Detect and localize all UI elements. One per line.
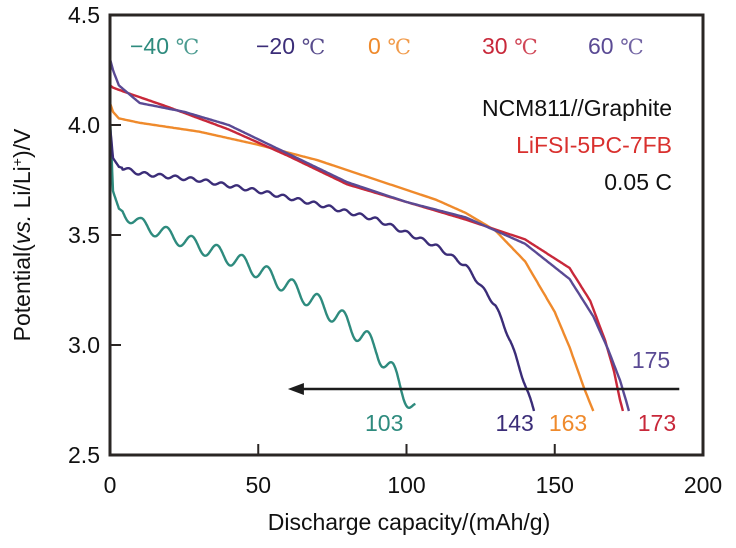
x-axis-label: Discharge capacity/(mAh/g) — [268, 509, 551, 535]
y-axis-label: Potential(vs. Li/Li+)/V — [9, 128, 35, 341]
y-tick-label: 3.5 — [68, 222, 100, 248]
end-label-4: 175 — [632, 347, 670, 373]
annotation-rate: 0.05 C — [604, 169, 672, 195]
legend-entry-4: 60 ℃ — [588, 33, 644, 59]
x-tick-label: 50 — [245, 472, 271, 498]
arrow-head — [287, 383, 304, 395]
y-tick-label: 4.5 — [68, 2, 100, 28]
end-labels: 103 143 163 173 175 — [365, 347, 676, 436]
series-line-3 — [109, 84, 625, 412]
series-line-1 — [108, 124, 536, 412]
ticks-layer: 0 50 100 150 200 2.5 3.0 3.5 4.0 4.5 — [68, 2, 722, 498]
y-tick-label: 2.5 — [68, 442, 100, 468]
x-tick-label: 100 — [387, 472, 425, 498]
x-tick-label: 200 — [684, 472, 722, 498]
legend-entry-1: −20 ℃ — [256, 33, 325, 59]
arrow-annotation — [287, 383, 680, 395]
series-line-2 — [108, 102, 595, 412]
annotation-electrolyte: LiFSI-5PC-7FB — [516, 132, 672, 158]
series-line-4 — [108, 58, 631, 412]
legend-entry-2: 0 ℃ — [368, 33, 411, 59]
end-label-3: 173 — [638, 410, 676, 436]
y-tick-label: 3.0 — [68, 332, 100, 358]
x-tick-label: 0 — [104, 472, 117, 498]
x-tick-label: 150 — [536, 472, 574, 498]
series-line-0 — [108, 113, 416, 409]
end-label-1: 143 — [495, 410, 533, 436]
legend-entry-3: 30 ℃ — [482, 33, 538, 59]
annotation-system: NCM811//Graphite — [482, 95, 672, 121]
legend-entry-0: −40 ℃ — [130, 33, 199, 59]
curves-layer — [108, 58, 631, 412]
y-tick-label: 4.0 — [68, 112, 100, 138]
end-label-2: 163 — [549, 410, 587, 436]
end-label-0: 103 — [365, 410, 403, 436]
legend: −40 ℃ −20 ℃ 0 ℃ 30 ℃ 60 ℃ — [130, 33, 644, 59]
